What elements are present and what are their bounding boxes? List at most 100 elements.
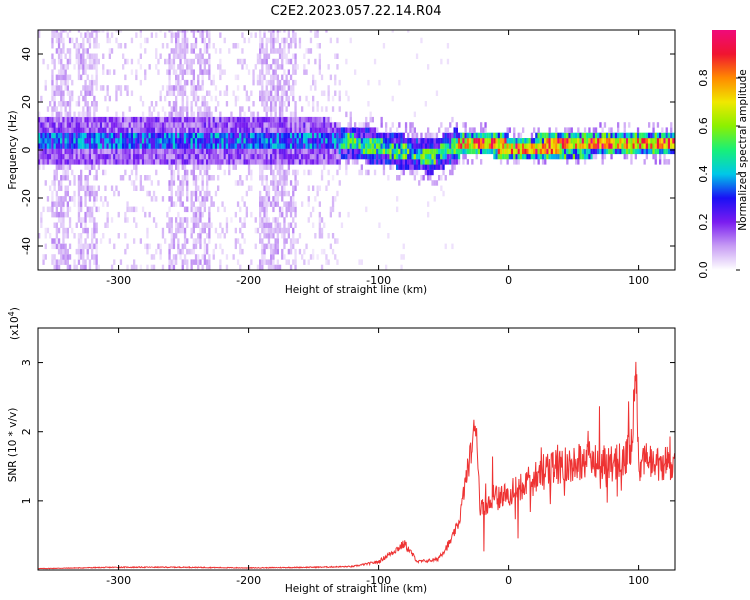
spectrogram-cell bbox=[281, 159, 284, 165]
spectrogram-cell bbox=[206, 175, 209, 181]
spectrogram-cell bbox=[175, 159, 178, 165]
spectrogram-cell bbox=[331, 95, 335, 102]
spectrogram-cell bbox=[95, 64, 98, 70]
spectrogram-cell bbox=[130, 69, 134, 75]
spectrogram-cell bbox=[305, 127, 308, 133]
spectrogram-cell bbox=[93, 122, 96, 128]
spectrogram-cell bbox=[301, 132, 304, 139]
spectrogram-cell bbox=[186, 185, 189, 191]
snr-x-tick-label: -300 bbox=[106, 574, 131, 587]
spectrogram-cell bbox=[197, 175, 200, 181]
spectrogram-cell bbox=[305, 95, 308, 102]
spectrogram-cell bbox=[336, 238, 339, 244]
spectrogram-cell bbox=[281, 206, 284, 213]
spectrogram-cell bbox=[289, 74, 293, 81]
spectrogram-cell bbox=[214, 122, 218, 128]
spectrogram-cell bbox=[250, 132, 253, 139]
spectrogram-cell bbox=[73, 148, 76, 155]
spectrogram-cell bbox=[66, 254, 69, 260]
spectrogram-cell bbox=[338, 164, 341, 170]
spectrogram-cell bbox=[354, 138, 357, 144]
spectrogram-cell bbox=[44, 180, 47, 186]
spectrogram-cell bbox=[278, 48, 282, 54]
spectrogram-cell bbox=[192, 48, 195, 54]
spectrogram-cell bbox=[502, 153, 505, 160]
spectrogram-cell bbox=[323, 153, 326, 160]
spectrogram-cell bbox=[261, 95, 264, 102]
spectrogram-cell bbox=[239, 132, 242, 139]
snr-x-tick-label: -100 bbox=[366, 574, 391, 587]
spectrogram-cell bbox=[203, 243, 206, 250]
spectrogram-cell bbox=[159, 153, 162, 160]
spectrogram-cell bbox=[289, 132, 293, 139]
spectrogram-cell bbox=[270, 43, 273, 49]
snr-scale-suffix: ) bbox=[9, 307, 21, 311]
spectrogram-cell bbox=[91, 211, 94, 218]
spectrogram-cell bbox=[84, 79, 87, 86]
spectrogram-cell bbox=[292, 259, 295, 265]
spectrogram-cell bbox=[287, 132, 290, 139]
spectrogram-cell bbox=[391, 138, 394, 144]
spectrogram-cell bbox=[40, 122, 43, 128]
spectrogram-cell bbox=[270, 259, 273, 265]
spectrogram-cell bbox=[601, 138, 604, 144]
spectrogram-cell bbox=[614, 143, 618, 149]
spectrogram-cell bbox=[533, 153, 536, 160]
spectrogram-cell bbox=[283, 148, 286, 155]
spectrogram-cell bbox=[378, 222, 381, 228]
spectrogram-cell bbox=[378, 79, 381, 86]
spectrogram-cell bbox=[407, 143, 410, 149]
spectrogram-cell bbox=[283, 90, 286, 96]
spectrogram-cell bbox=[283, 127, 286, 133]
spectrogram-cell bbox=[285, 169, 288, 176]
spectrogram-cell bbox=[427, 175, 430, 181]
spectrogram-cell bbox=[84, 264, 87, 270]
spectrogram-cell bbox=[236, 85, 240, 91]
spectrogram-cell bbox=[639, 143, 642, 149]
spectrogram-cell bbox=[331, 206, 335, 213]
spectrogram-cell bbox=[137, 159, 140, 165]
spectrogram-cell bbox=[281, 233, 284, 239]
spectrogram-cell bbox=[385, 143, 388, 149]
spectrogram-cell bbox=[336, 122, 339, 128]
spectrogram-cell bbox=[296, 64, 299, 70]
spectrogram-cell bbox=[298, 138, 302, 144]
spectrogram-cell bbox=[108, 53, 111, 59]
spectrogram-cell bbox=[64, 259, 67, 265]
spectrogram-cell bbox=[610, 148, 613, 155]
spectrogram-cell bbox=[80, 254, 83, 260]
spectrogram-cell bbox=[62, 159, 65, 165]
spectrogram-cell bbox=[159, 90, 162, 96]
spectrogram-cell bbox=[60, 206, 63, 213]
spectrogram-cell bbox=[272, 132, 275, 139]
spectrogram-cell bbox=[206, 90, 209, 96]
spectrogram-cell bbox=[110, 159, 114, 165]
spectrogram-cell bbox=[38, 164, 41, 170]
spectrogram-cell bbox=[243, 138, 246, 144]
spectrogram-cell bbox=[371, 132, 374, 139]
spectrogram-cell bbox=[259, 32, 262, 38]
spectrogram-cell bbox=[376, 153, 379, 160]
spectrogram-cell bbox=[108, 37, 111, 44]
spectrogram-cell bbox=[243, 85, 246, 91]
spectrogram-cell bbox=[442, 153, 445, 160]
spectrogram-cell bbox=[75, 48, 78, 54]
spectrogram-cell bbox=[393, 159, 397, 165]
spectrogram-cell bbox=[203, 101, 206, 107]
spectrogram-cell bbox=[329, 127, 332, 133]
spectrogram-cell bbox=[272, 159, 275, 165]
spectrogram-cell bbox=[287, 159, 290, 165]
spectrogram-cell bbox=[289, 243, 293, 250]
spectrogram-y-tick-label: 40 bbox=[20, 47, 33, 61]
spectrogram-cell bbox=[99, 148, 103, 155]
spectrogram-cell bbox=[236, 43, 240, 49]
spectrogram-cell bbox=[51, 180, 54, 186]
spectrogram-cell bbox=[49, 143, 52, 149]
spectrogram-cell bbox=[80, 58, 83, 65]
spectrogram-cell bbox=[274, 111, 277, 118]
spectrogram-cell bbox=[371, 153, 374, 160]
spectrogram-cell bbox=[60, 196, 63, 202]
spectrogram-cell bbox=[292, 227, 295, 234]
spectrogram-cell bbox=[44, 159, 47, 165]
spectrogram-cell bbox=[270, 127, 273, 133]
